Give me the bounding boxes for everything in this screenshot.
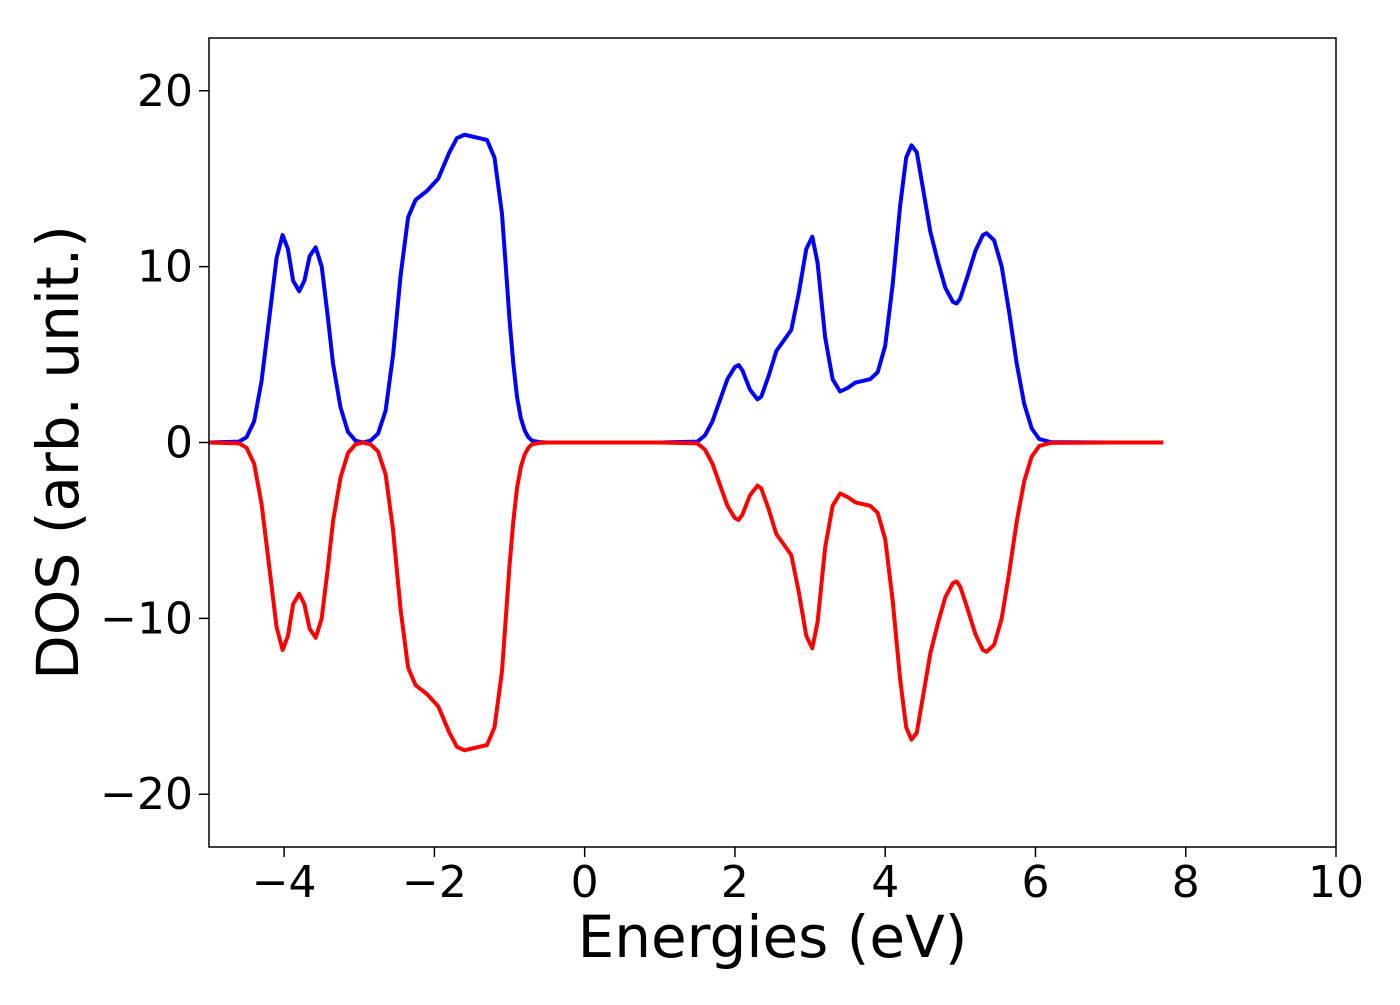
x-tick-label: 10 <box>1308 857 1364 908</box>
x-tick-label: 4 <box>871 857 899 908</box>
series-layer <box>208 132 1164 753</box>
series-line-1 <box>208 132 1164 445</box>
x-axis-label: Energies (eV) <box>578 903 968 971</box>
x-axis-ticks: −4 −2 0 2 4 6 8 10 <box>252 847 1364 908</box>
x-tick-label: 0 <box>571 857 599 908</box>
x-tick-label: −4 <box>252 857 317 908</box>
x-tick-label: 6 <box>1021 857 1049 908</box>
x-tick-label: 8 <box>1172 857 1200 908</box>
y-tick-label: −20 <box>100 769 193 820</box>
x-tick-label: −2 <box>402 857 467 908</box>
series-line-2 <box>208 440 1164 753</box>
y-tick-label: −10 <box>100 593 193 644</box>
y-axis-ticks: 20 10 0 −10 −20 <box>100 66 209 820</box>
y-axis-label: DOS (arb. unit.) <box>24 225 92 680</box>
x-tick-label: 2 <box>721 857 749 908</box>
y-tick-label: 10 <box>137 242 193 293</box>
y-tick-label: 20 <box>137 66 193 117</box>
plot-frame <box>208 37 1337 848</box>
y-tick-label: 0 <box>165 418 193 469</box>
